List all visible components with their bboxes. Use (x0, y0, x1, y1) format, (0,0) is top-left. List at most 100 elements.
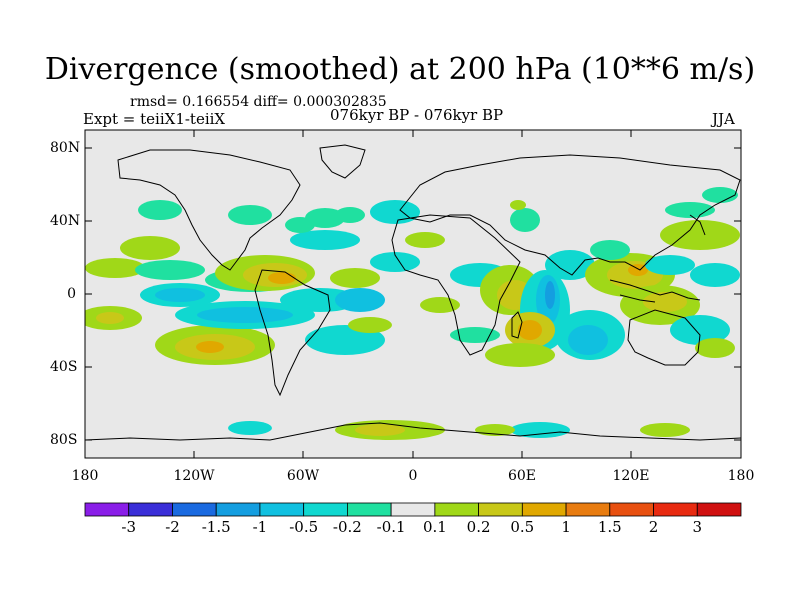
coastline-antarctica (85, 422, 741, 441)
experiment-label: Expt = teiiX1-teiiX (83, 110, 226, 128)
field-blob (196, 341, 224, 353)
colorbar-box (565, 502, 611, 517)
field-blob (335, 207, 365, 223)
period-label: 076kyr BP - 076kyr BP (330, 106, 504, 124)
field-blob (690, 263, 740, 287)
field-blob (640, 423, 690, 437)
field-blob (228, 421, 272, 435)
colorbar-label: -1.5 (201, 518, 231, 536)
coastline-japan (689, 214, 706, 236)
field-blob (420, 297, 460, 313)
coastline-australia (627, 309, 701, 366)
colorbar-label: 1.5 (597, 518, 622, 536)
field-blob (370, 200, 420, 224)
colorbar-box (215, 502, 261, 517)
field-blob (197, 307, 293, 323)
field-blob (510, 208, 540, 232)
lon-label-60w: 60W (286, 468, 320, 484)
lat-ticks (85, 147, 741, 441)
colorbar-box (172, 502, 217, 517)
colorbar-box (478, 502, 523, 517)
colorbar-label: -0.2 (332, 518, 362, 536)
lon-label-120e: 120E (612, 468, 650, 484)
field-blob (228, 205, 272, 225)
field-blob (645, 255, 695, 275)
lon-label-60e: 60E (507, 468, 537, 484)
field-blob (665, 202, 715, 218)
lon-ticks (193, 130, 632, 458)
field-blob (335, 288, 385, 312)
field-blob (305, 208, 345, 228)
lat-label-80n: 80N (50, 140, 81, 156)
stats-text: rmsd= 0.166554 diff= 0.000302835 (130, 94, 387, 110)
coastline-madagascar (511, 311, 523, 339)
field-blob (702, 187, 738, 203)
field-blob (568, 325, 608, 355)
coastline-africa (391, 214, 521, 356)
field-blob (285, 217, 315, 233)
field-blob (138, 200, 182, 220)
field-blob (670, 315, 730, 345)
field-blob (135, 260, 205, 280)
colorbar-box (521, 502, 567, 517)
colorbar-box (653, 502, 698, 517)
field-blob (485, 343, 555, 367)
lat-label-40s: 40S (50, 359, 78, 375)
field-blob (695, 338, 735, 358)
coastline-greenland (319, 144, 366, 179)
field-blob (370, 252, 420, 272)
lon-label-180e: 180 (727, 468, 755, 484)
colorbar-label: 0.2 (466, 518, 491, 536)
field-blob (628, 264, 648, 276)
colorbar-box (84, 502, 130, 517)
colorbar-label: -3 (121, 518, 136, 536)
colorbar-label: 3 (692, 518, 703, 536)
coastline-north-america (117, 149, 301, 271)
field-blob (85, 258, 145, 278)
colorbar-label: -0.5 (289, 518, 319, 536)
colorbar-label: -0.1 (376, 518, 406, 536)
season-label: JJA (712, 110, 735, 128)
field-blob (348, 317, 392, 333)
colorbar-label: 2 (648, 518, 659, 536)
lat-label-40n: 40N (50, 213, 81, 229)
divergence-field (85, 187, 740, 440)
colorbar-label: 0.1 (422, 518, 447, 536)
field-blob (545, 250, 595, 280)
field-blob (518, 320, 542, 340)
colorbar-box (696, 502, 742, 517)
field-blob (510, 200, 526, 210)
colorbar-label: 1 (561, 518, 571, 536)
coastline-maritime (609, 279, 701, 303)
coastlines (85, 144, 741, 441)
lat-label-80s: 80S (50, 432, 78, 448)
lon-label-120w: 120W (173, 468, 215, 484)
colorbar-label: 0.5 (510, 518, 535, 536)
field-blob (643, 292, 687, 312)
field-blob (120, 236, 180, 260)
map-title: Divergence (smoothed) at 200 hPa (10**6 … (44, 52, 756, 87)
colorbar (84, 502, 742, 517)
field-blob (660, 220, 740, 250)
field-blob (510, 422, 570, 438)
field-blob (405, 232, 445, 248)
colorbar-label: -2 (165, 518, 180, 536)
colorbar-box (390, 502, 436, 517)
colorbar-box (346, 502, 392, 517)
field-blob (268, 272, 296, 284)
lat-label-0: 0 (67, 286, 76, 302)
colorbar-label: -1 (252, 518, 268, 536)
coastline-eurasia (399, 154, 741, 276)
lon-label-0: 0 (408, 468, 418, 484)
colorbar-box (259, 502, 305, 517)
colorbar-box (128, 502, 173, 517)
field-blob (355, 424, 405, 436)
colorbar-box (609, 502, 654, 517)
field-blob (545, 281, 555, 309)
field-blob (96, 312, 124, 324)
field-blob (290, 230, 360, 250)
field-blob (590, 240, 630, 260)
colorbar-box (303, 502, 348, 517)
coastline-south-america (254, 269, 331, 397)
